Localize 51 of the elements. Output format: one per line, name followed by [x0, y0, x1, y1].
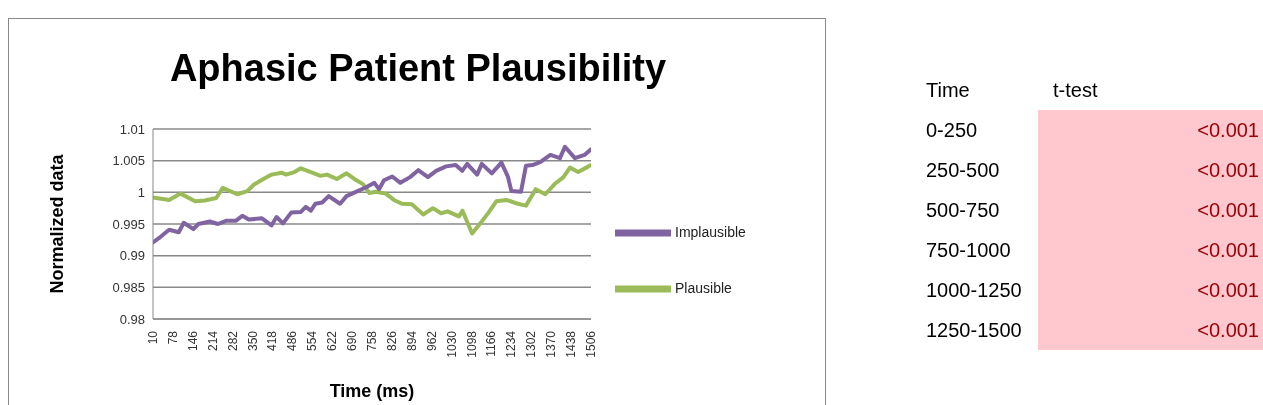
- text: 1000-1250: [926, 278, 1023, 302]
- x-tick-label: 758: [365, 330, 379, 352]
- x-tick-label: 826: [384, 330, 399, 352]
- text: <0.001: [1038, 190, 1263, 230]
- x-tick-label: 1506: [584, 330, 598, 358]
- text: Time: [926, 78, 971, 102]
- x-tick-label: 78: [165, 330, 180, 345]
- x-tick-label: 1438: [564, 330, 579, 358]
- x-tick-label: 690: [345, 330, 360, 352]
- x-tick-label: 418: [265, 330, 280, 352]
- x-tick-label: 486: [285, 330, 300, 352]
- text: <0.001: [1038, 310, 1263, 350]
- text: <0.001: [1038, 270, 1263, 310]
- x-tick-label: 554: [305, 330, 320, 352]
- x-tick-label: 894: [404, 330, 419, 352]
- x-axis-title: Time (ms): [329, 381, 415, 401]
- x-tick-label: 622: [325, 330, 340, 352]
- line-series: [153, 144, 591, 245]
- text: 500-750: [926, 198, 1001, 222]
- y-tick-label: 0.985: [112, 279, 145, 295]
- legend-label: Implausible: [675, 223, 746, 240]
- x-tick-label: 1302: [524, 330, 539, 358]
- x-tick-label: 350: [245, 330, 260, 352]
- x-tick-label: 214: [205, 330, 220, 352]
- y-tick-label: 1.005: [112, 153, 145, 169]
- text: 1250-1500: [926, 318, 1023, 342]
- text: 750-1000: [926, 238, 1012, 262]
- y-tick-label: 0.995: [112, 216, 145, 232]
- text: t-test: [1052, 77, 1099, 103]
- x-tick-label: 1234: [504, 330, 519, 358]
- x-tick-label: 962: [424, 330, 439, 352]
- chart-title: Aphasic Patient Plausibility: [168, 47, 668, 90]
- text: <0.001: [1038, 230, 1263, 270]
- y-tick-label: 1: [137, 184, 145, 200]
- y-axis-title: Normalized data: [47, 153, 68, 294]
- x-tick-label: 10: [146, 330, 160, 345]
- text: 250-500: [926, 158, 1001, 182]
- legend-label: Plausible: [675, 279, 732, 296]
- x-tick-label: 1166: [484, 330, 499, 357]
- y-tick-label: 0.99: [119, 248, 145, 264]
- x-tick-label: 1030: [444, 330, 459, 358]
- y-tick-label: 0.98: [119, 311, 145, 327]
- x-tick-label: 1098: [464, 330, 479, 358]
- x-tick-label: 1370: [544, 330, 559, 358]
- y-tick-label: 1.01: [119, 121, 145, 137]
- text: <0.001: [1038, 150, 1263, 190]
- x-tick-label: 282: [225, 330, 240, 352]
- text: <0.001: [1038, 110, 1263, 150]
- text: 0-250: [926, 118, 979, 142]
- x-tick-label: 146: [185, 330, 200, 352]
- line-series: [153, 163, 591, 236]
